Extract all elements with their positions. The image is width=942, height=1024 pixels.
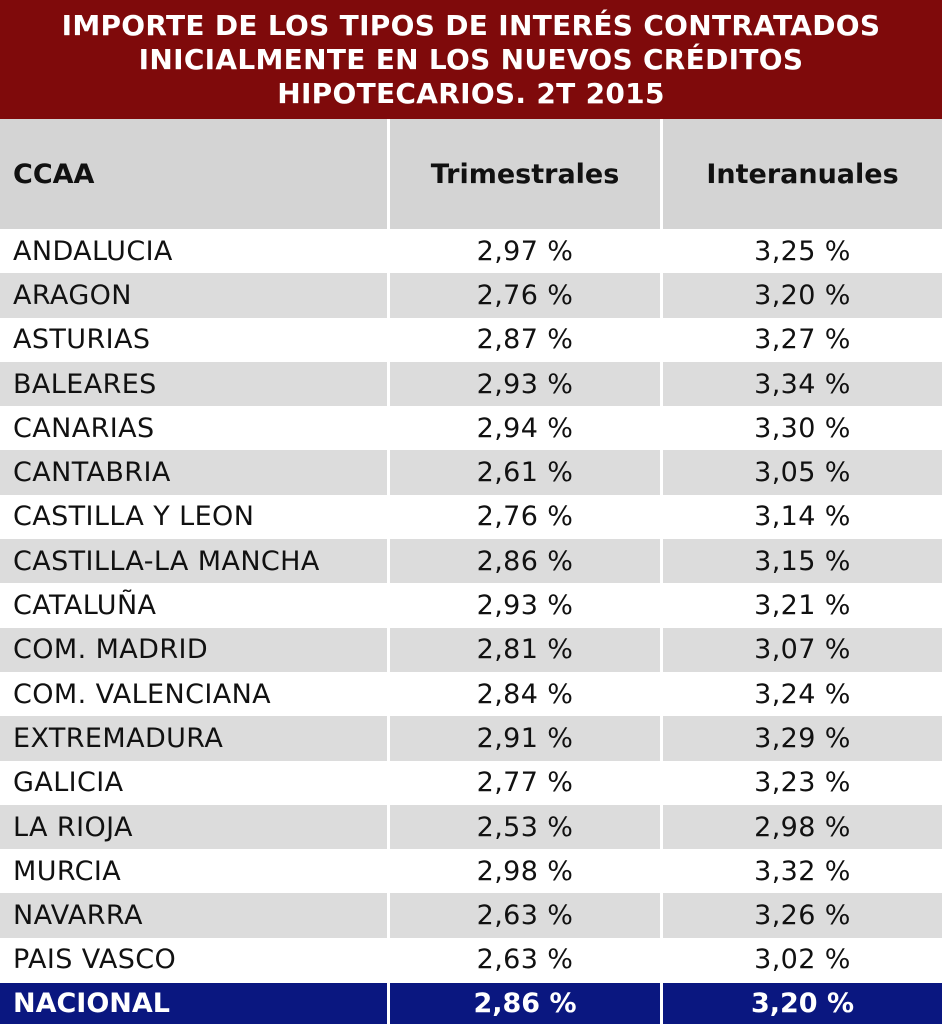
table-row: ASTURIAS 2,87 % 3,27 % <box>0 317 942 362</box>
header-ccaa: CCAA <box>0 119 387 229</box>
table-header: CCAA Trimestrales Interanuales <box>0 119 942 229</box>
cell-interanuales: 3,20 % <box>663 273 942 318</box>
table-row: CASTILLA Y LEON 2,76 % 3,14 % <box>0 494 942 540</box>
cell-ccaa: CANARIAS <box>0 406 387 451</box>
cell-trimestrales: 2,53 % <box>390 804 660 850</box>
table-row: CATALUÑA 2,93 % 3,21 % <box>0 583 942 628</box>
table-row: MURCIA 2,98 % 3,32 % <box>0 849 942 894</box>
cell-ccaa: GALICIA <box>0 760 387 805</box>
cell-trimestrales: 2,87 % <box>390 317 660 362</box>
table-row: EXTREMADURA 2,91 % 3,29 % <box>0 716 942 761</box>
cell-interanuales: 3,14 % <box>663 494 942 540</box>
cell-interanuales: 3,21 % <box>663 583 942 628</box>
cell-interanuales: 3,27 % <box>663 317 942 362</box>
cell-interanuales: 3,15 % <box>663 539 942 584</box>
header-trimestrales: Trimestrales <box>390 119 660 229</box>
cell-trimestrales: 2,94 % <box>390 406 660 451</box>
table-row: CANARIAS 2,94 % 3,30 % <box>0 406 942 451</box>
table-row: LA RIOJA 2,53 % 2,98 % <box>0 804 942 850</box>
total-interanuales: 3,20 % <box>663 983 942 1024</box>
header-interanuales: Interanuales <box>663 119 942 229</box>
cell-interanuales: 3,34 % <box>663 361 942 407</box>
cell-interanuales: 2,98 % <box>663 804 942 850</box>
cell-ccaa: CATALUÑA <box>0 583 387 628</box>
cell-interanuales: 3,32 % <box>663 849 942 894</box>
cell-interanuales: 3,25 % <box>663 229 942 274</box>
cell-interanuales: 3,29 % <box>663 716 942 761</box>
cell-trimestrales: 2,63 % <box>390 893 660 938</box>
total-trimestrales: 2,86 % <box>390 983 660 1024</box>
cell-ccaa: PAIS VASCO <box>0 937 387 983</box>
cell-ccaa: CASTILLA Y LEON <box>0 494 387 540</box>
table-row: PAIS VASCO 2,63 % 3,02 % <box>0 937 942 983</box>
cell-trimestrales: 2,84 % <box>390 671 660 717</box>
cell-interanuales: 3,23 % <box>663 760 942 805</box>
table-row: BALEARES 2,93 % 3,34 % <box>0 361 942 407</box>
cell-ccaa: ASTURIAS <box>0 317 387 362</box>
cell-trimestrales: 2,93 % <box>390 361 660 407</box>
table-row: ARAGON 2,76 % 3,20 % <box>0 273 942 318</box>
cell-trimestrales: 2,76 % <box>390 494 660 540</box>
cell-trimestrales: 2,93 % <box>390 583 660 628</box>
cell-ccaa: ANDALUCIA <box>0 229 387 274</box>
cell-trimestrales: 2,61 % <box>390 450 660 495</box>
cell-trimestrales: 2,97 % <box>390 229 660 274</box>
table-row: COM. MADRID 2,81 % 3,07 % <box>0 627 942 672</box>
cell-ccaa: COM. VALENCIANA <box>0 671 387 717</box>
table-row: CASTILLA-LA MANCHA 2,86 % 3,15 % <box>0 539 942 584</box>
cell-interanuales: 3,05 % <box>663 450 942 495</box>
cell-interanuales: 3,02 % <box>663 937 942 983</box>
cell-ccaa: LA RIOJA <box>0 804 387 850</box>
table-row: COM. VALENCIANA 2,84 % 3,24 % <box>0 671 942 717</box>
cell-trimestrales: 2,63 % <box>390 937 660 983</box>
cell-trimestrales: 2,81 % <box>390 627 660 672</box>
cell-interanuales: 3,07 % <box>663 627 942 672</box>
cell-ccaa: EXTREMADURA <box>0 716 387 761</box>
table-total-row: NACIONAL 2,86 % 3,20 % <box>0 983 942 1024</box>
cell-trimestrales: 2,86 % <box>390 539 660 584</box>
cell-trimestrales: 2,76 % <box>390 273 660 318</box>
cell-ccaa: COM. MADRID <box>0 627 387 672</box>
cell-trimestrales: 2,98 % <box>390 849 660 894</box>
table-title-bar: IMPORTE DE LOS TIPOS DE INTERÉS CONTRATA… <box>0 0 942 119</box>
table-row: GALICIA 2,77 % 3,23 % <box>0 760 942 805</box>
cell-ccaa: CANTABRIA <box>0 450 387 495</box>
cell-ccaa: MURCIA <box>0 849 387 894</box>
cell-ccaa: NAVARRA <box>0 893 387 938</box>
total-label: NACIONAL <box>0 983 387 1024</box>
cell-ccaa: ARAGON <box>0 273 387 318</box>
cell-ccaa: BALEARES <box>0 361 387 407</box>
cell-trimestrales: 2,77 % <box>390 760 660 805</box>
table-row: ANDALUCIA 2,97 % 3,25 % <box>0 229 942 274</box>
cell-trimestrales: 2,91 % <box>390 716 660 761</box>
cell-ccaa: CASTILLA-LA MANCHA <box>0 539 387 584</box>
cell-interanuales: 3,24 % <box>663 671 942 717</box>
table-row: NAVARRA 2,63 % 3,26 % <box>0 893 942 938</box>
cell-interanuales: 3,26 % <box>663 893 942 938</box>
table-body: ANDALUCIA 2,97 % 3,25 % ARAGON 2,76 % 3,20 % A… <box>0 229 942 983</box>
cell-interanuales: 3,30 % <box>663 406 942 451</box>
table-title: IMPORTE DE LOS TIPOS DE INTERÉS CONTRATA… <box>61 8 881 110</box>
table-row: CANTABRIA 2,61 % 3,05 % <box>0 450 942 495</box>
